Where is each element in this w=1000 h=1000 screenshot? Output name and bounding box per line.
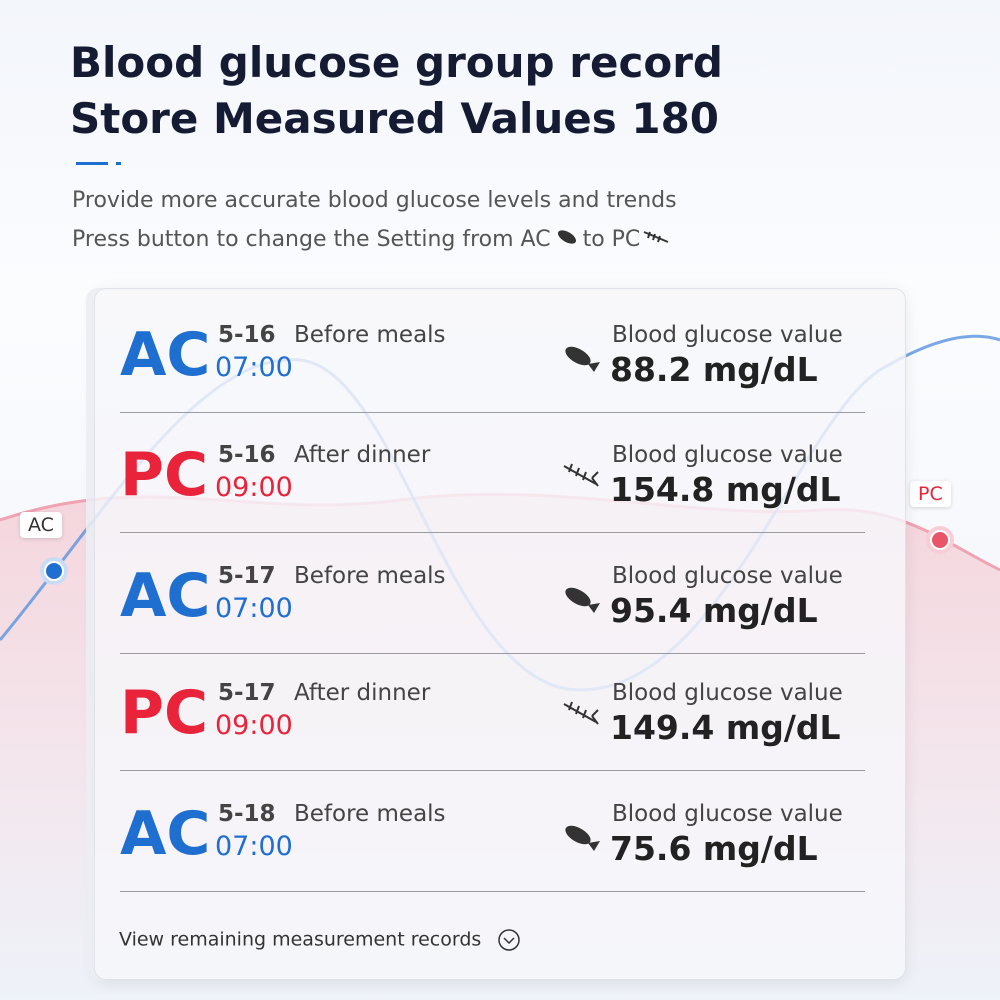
meal: After dinner	[294, 680, 431, 706]
fish-icon	[557, 230, 576, 244]
ac-tag: AC	[20, 512, 62, 538]
fish-icon	[560, 340, 602, 378]
value-label: Blood glucose value	[612, 442, 843, 468]
value: 75.6 mg/dL	[610, 829, 818, 868]
bone-icon	[560, 460, 602, 494]
title: Blood glucose group record	[70, 38, 723, 87]
time: 07:00	[215, 593, 293, 624]
value-label: Blood glucose value	[612, 680, 843, 706]
subtitle-text: to PC	[582, 227, 641, 252]
value-label: Blood glucose value	[612, 563, 843, 589]
value-label: Blood glucose value	[612, 801, 843, 827]
meal: Before meals	[294, 801, 446, 827]
value-label: Blood glucose value	[612, 322, 843, 348]
fish-icon	[560, 819, 602, 857]
accent	[116, 162, 121, 165]
separator	[120, 532, 865, 533]
date: 5-16	[218, 322, 276, 348]
bone-icon	[560, 698, 602, 732]
separator	[120, 891, 865, 892]
fish-icon	[560, 581, 602, 619]
time: 09:00	[215, 472, 293, 503]
accent	[76, 162, 108, 165]
separator	[120, 412, 865, 413]
value: 88.2 mg/dL	[610, 350, 818, 389]
more-link[interactable]: View remaining measurement records	[119, 928, 521, 952]
more-link-text[interactable]: View remaining measurement records	[119, 928, 482, 951]
bone-icon	[643, 231, 669, 243]
separator	[120, 770, 865, 771]
date: 5-17	[218, 563, 276, 589]
date: 5-16	[218, 442, 276, 468]
time: 07:00	[215, 352, 293, 383]
separator	[120, 653, 865, 654]
value: 149.4 mg/dL	[610, 708, 841, 747]
meal: Before meals	[294, 563, 446, 589]
value: 154.8 mg/dL	[610, 470, 841, 509]
meal: After dinner	[294, 442, 431, 468]
chevron-icon[interactable]	[497, 928, 521, 952]
subtitle: Provide more accurate blood glucose leve…	[72, 188, 677, 213]
title: Store Measured Values 180	[70, 94, 720, 143]
time: 09:00	[215, 710, 293, 741]
mode: PC	[120, 440, 209, 510]
value: 95.4 mg/dL	[610, 591, 818, 630]
record-card	[94, 288, 906, 980]
mode: AC	[120, 799, 211, 869]
meal: Before meals	[294, 322, 446, 348]
date: 5-17	[218, 680, 276, 706]
subtitle-text: Press button to change the Setting from …	[72, 227, 551, 252]
date: 5-18	[218, 801, 276, 827]
mode: AC	[120, 561, 211, 631]
time: 07:00	[215, 831, 293, 862]
mode: AC	[120, 320, 211, 390]
pc-tag: PC	[910, 481, 951, 507]
mode: PC	[120, 678, 209, 748]
subtitle: Press button to change the Setting from …	[72, 226, 674, 252]
